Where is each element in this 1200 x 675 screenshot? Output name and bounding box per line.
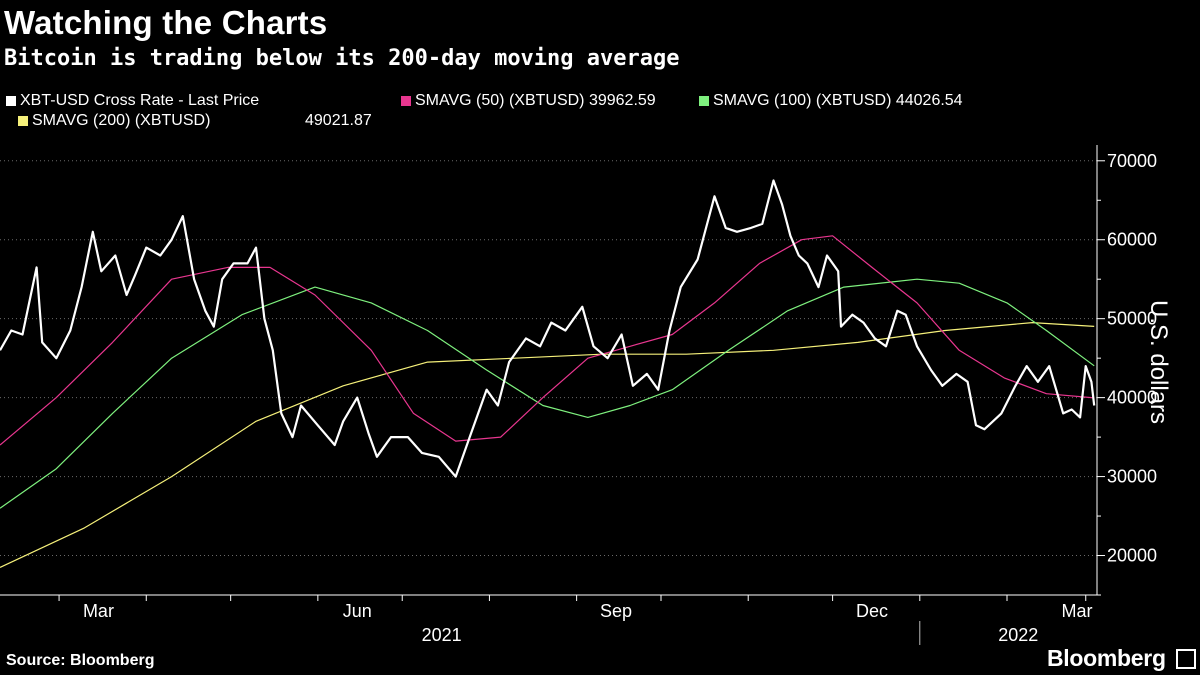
- y-tick-label-70000: 70000: [1107, 151, 1157, 171]
- legend: XBT-USD Cross Rate - Last Price SMAVG (5…: [0, 92, 1200, 132]
- x-tick-label-4: Mar: [1062, 601, 1093, 621]
- legend-item-smavg-200: SMAVG (200) (XBTUSD): [18, 112, 210, 130]
- axes: 20000 30000 40000 50000 60000 70000 Mar Jun Sep D…: [0, 145, 1157, 645]
- chart-subtitle: Bitcoin is trading below its 200-day mov…: [4, 46, 680, 71]
- legend-item-smavg-50: SMAVG (50) (XBTUSD) 39962.59: [401, 92, 656, 110]
- legend-label-smavg-100: SMAVG (100) (XBTUSD) 44026.54: [713, 92, 963, 109]
- bloomberg-logo: Bloomberg: [1047, 645, 1196, 672]
- legend-label-last-price: XBT-USD Cross Rate - Last Price: [20, 92, 260, 109]
- grid-lines: [0, 160, 1097, 557]
- legend-item-smavg-100: SMAVG (100) (XBTUSD) 44026.54: [699, 92, 963, 110]
- legend-label-smavg-200: SMAVG (200) (XBTUSD): [32, 112, 211, 129]
- series-line-3: [0, 322, 1095, 568]
- series-line-0: [0, 179, 1096, 478]
- y-axis-label: U.S. dollars: [1145, 300, 1172, 425]
- legend-item-last-price: XBT-USD Cross Rate - Last Price: [6, 92, 259, 110]
- x-tick-label-0: Mar: [83, 601, 114, 621]
- x-year-label-2021: 2021: [422, 625, 462, 645]
- x-tick-label-3: Dec: [856, 601, 888, 621]
- y-tick-label-20000: 20000: [1107, 546, 1157, 566]
- chart-title: Watching the Charts: [4, 4, 328, 41]
- legend-swatch-last-price: [6, 96, 16, 106]
- x-tick-label-2: Sep: [600, 601, 632, 621]
- y-tick-label-50000: 50000: [1107, 309, 1157, 329]
- x-year-label-2022: 2022: [998, 625, 1038, 645]
- legend-swatch-smavg-200: [18, 116, 28, 126]
- y-tick-label-60000: 60000: [1107, 230, 1157, 250]
- source-note: Source: Bloomberg: [6, 652, 155, 669]
- legend-swatch-smavg-50: [401, 96, 411, 106]
- series-line-1: [0, 235, 1095, 446]
- brand-text: Bloomberg: [1047, 645, 1166, 671]
- x-tick-label-1: Jun: [343, 601, 372, 621]
- series-line-2: [0, 278, 1095, 509]
- legend-swatch-smavg-100: [699, 96, 709, 106]
- bloomberg-terminal-icon: [1175, 648, 1196, 669]
- y-tick-label-40000: 40000: [1107, 388, 1157, 408]
- legend-label-smavg-50: SMAVG (50) (XBTUSD) 39962.59: [415, 92, 656, 109]
- legend-value-smavg-200-text: 49021.87: [305, 112, 372, 129]
- series-lines: [0, 179, 1096, 568]
- legend-value-smavg-200: 49021.87: [305, 112, 372, 130]
- y-tick-label-30000: 30000: [1107, 467, 1157, 487]
